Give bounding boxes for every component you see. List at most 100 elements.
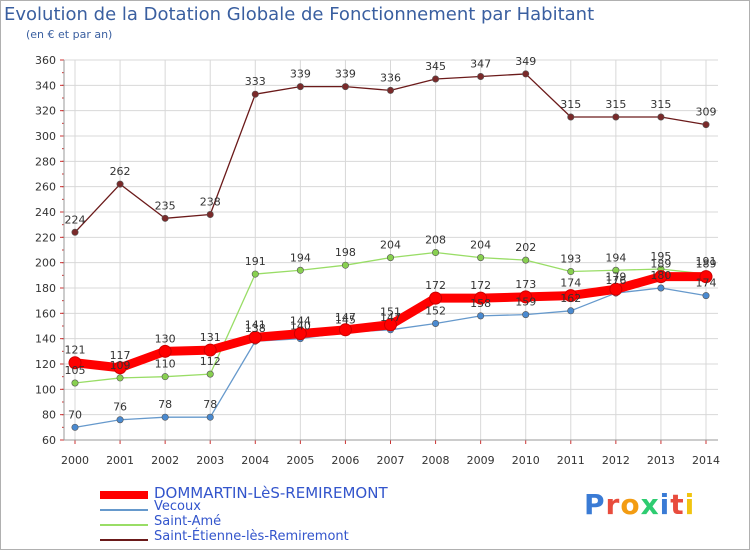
data-label: 315: [560, 98, 581, 111]
data-label: 193: [560, 253, 581, 266]
x-tick-label: 2013: [647, 454, 675, 467]
data-label: 191: [245, 255, 266, 268]
data-label: 204: [470, 239, 491, 252]
data-label: 336: [380, 71, 401, 84]
logo-letter: P: [584, 488, 606, 521]
y-tick-label: 220: [35, 231, 56, 244]
data-label: 176: [605, 274, 626, 287]
data-point: [296, 266, 304, 274]
y-tick-label: 340: [35, 79, 56, 92]
data-label: 345: [425, 60, 446, 73]
data-point: [609, 282, 623, 296]
data-point: [432, 75, 440, 83]
y-tick-label: 320: [35, 105, 56, 118]
data-label: 158: [470, 297, 491, 310]
proxiti-logo: Proxiti: [584, 488, 695, 521]
data-label: 262: [110, 165, 131, 178]
data-point: [612, 113, 620, 121]
data-point: [699, 270, 713, 284]
data-point: [341, 261, 349, 269]
data-point: [68, 356, 82, 370]
x-tick-label: 2007: [377, 454, 405, 467]
data-label: 117: [110, 349, 131, 362]
data-label: 238: [200, 196, 221, 209]
data-point: [612, 266, 620, 274]
legend-swatch: [100, 491, 148, 499]
y-tick-label: 80: [42, 409, 56, 422]
data-point: [654, 270, 668, 284]
data-label: 309: [696, 106, 717, 119]
data-label: 198: [335, 246, 356, 259]
logo-letter: r: [605, 488, 621, 521]
data-label: 174: [560, 277, 581, 290]
data-label: 333: [245, 75, 266, 88]
data-label: 179: [605, 270, 626, 283]
data-point: [71, 228, 79, 236]
data-point: [432, 319, 440, 327]
y-tick-label: 360: [35, 54, 56, 67]
data-point: [341, 83, 349, 91]
data-point: [567, 307, 575, 315]
data-label: 141: [245, 318, 266, 331]
data-point: [564, 289, 578, 303]
data-label: 189: [650, 258, 671, 271]
data-label: 194: [290, 251, 311, 264]
data-point: [251, 90, 259, 98]
y-tick-label: 260: [35, 181, 56, 194]
data-label: 180: [650, 269, 671, 282]
data-label: 78: [158, 398, 172, 411]
data-point: [386, 86, 394, 94]
logo-letter: i: [659, 488, 671, 521]
data-label: 112: [200, 355, 221, 368]
x-tick-label: 2005: [286, 454, 314, 467]
data-point: [161, 413, 169, 421]
data-point: [293, 327, 307, 341]
data-label: 109: [110, 359, 131, 372]
data-label: 70: [68, 408, 82, 421]
data-point: [522, 70, 530, 78]
data-point: [161, 214, 169, 222]
data-label: 131: [200, 331, 221, 344]
data-point: [71, 423, 79, 431]
data-point: [474, 291, 488, 305]
data-label: 315: [650, 98, 671, 111]
data-label: 235: [155, 199, 176, 212]
data-label: 105: [65, 364, 86, 377]
x-tick-label: 2014: [692, 454, 720, 467]
data-point: [296, 83, 304, 91]
data-label: 204: [380, 239, 401, 252]
data-point: [113, 361, 127, 375]
data-point: [522, 311, 530, 319]
x-tick-label: 2004: [241, 454, 269, 467]
data-label: 173: [515, 278, 536, 291]
y-tick-label: 200: [35, 257, 56, 270]
x-tick-label: 2006: [331, 454, 359, 467]
data-label: 202: [515, 241, 536, 254]
data-label: 339: [290, 68, 311, 81]
data-label: 147: [380, 311, 401, 324]
x-tick-label: 2012: [602, 454, 630, 467]
data-point: [161, 373, 169, 381]
data-label: 145: [335, 313, 356, 326]
data-point: [248, 330, 262, 344]
data-label: 172: [425, 279, 446, 292]
data-label: 347: [470, 57, 491, 70]
y-tick-label: 120: [35, 358, 56, 371]
logo-letter: x: [640, 488, 660, 521]
x-tick-label: 2003: [196, 454, 224, 467]
data-label: 159: [515, 296, 536, 309]
series-dommartin-l-s-remiremont: [68, 270, 713, 375]
y-tick-label: 60: [42, 434, 56, 447]
data-label: 195: [650, 250, 671, 263]
data-label: 144: [290, 315, 311, 328]
data-label: 208: [425, 234, 446, 247]
data-point: [386, 254, 394, 262]
chart-title: Evolution de la Dotation Globale de Fonc…: [4, 4, 595, 25]
data-label: 224: [65, 213, 86, 226]
data-label: 130: [155, 332, 176, 345]
data-label: 121: [65, 344, 86, 357]
data-point: [477, 254, 485, 262]
data-label: 162: [560, 292, 581, 305]
legend-swatch: [100, 509, 148, 511]
legend-swatch: [100, 524, 148, 526]
